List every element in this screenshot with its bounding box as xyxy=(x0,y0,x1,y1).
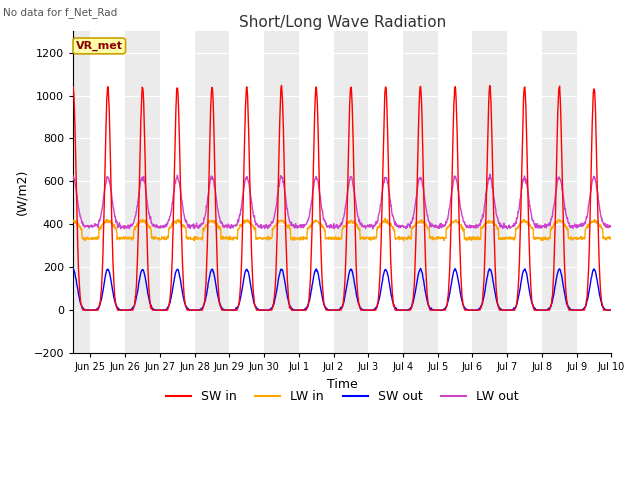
Bar xyxy=(542,31,577,353)
SW out xyxy=(601,306,609,312)
SW in xyxy=(309,194,317,200)
LW out xyxy=(601,223,609,229)
SW in xyxy=(139,85,147,91)
Bar xyxy=(368,31,403,353)
LW in xyxy=(309,221,317,227)
Line: SW in: SW in xyxy=(56,85,611,310)
LW in xyxy=(52,235,60,241)
LW out xyxy=(607,223,615,228)
LW in xyxy=(465,235,473,241)
Bar xyxy=(299,31,333,353)
LW in xyxy=(547,226,554,232)
SW in xyxy=(607,307,615,313)
LW in xyxy=(381,216,389,221)
Bar xyxy=(229,31,264,353)
Line: LW out: LW out xyxy=(56,174,611,229)
Bar xyxy=(611,31,640,353)
Bar xyxy=(90,31,125,353)
SW in xyxy=(547,305,554,311)
LW out xyxy=(319,216,327,221)
Bar xyxy=(125,31,160,353)
SW out xyxy=(547,304,554,310)
Line: LW in: LW in xyxy=(56,218,611,241)
Bar xyxy=(160,31,195,353)
SW in xyxy=(52,307,60,313)
SW in xyxy=(278,83,285,88)
Bar xyxy=(507,31,542,353)
Y-axis label: (W/m2): (W/m2) xyxy=(15,169,28,216)
SW in xyxy=(465,307,472,313)
SW in xyxy=(319,293,327,299)
LW out xyxy=(547,220,554,226)
Bar xyxy=(438,31,472,353)
LW out xyxy=(465,225,472,230)
SW out xyxy=(308,281,316,287)
LW out xyxy=(139,174,147,180)
LW in xyxy=(190,238,198,244)
SW out xyxy=(417,265,424,271)
Legend: SW in, LW in, SW out, LW out: SW in, LW in, SW out, LW out xyxy=(161,385,524,408)
Bar xyxy=(195,31,229,353)
SW out xyxy=(465,307,472,313)
SW out xyxy=(52,307,60,313)
Bar xyxy=(577,31,611,353)
LW in xyxy=(319,224,327,229)
LW out xyxy=(55,227,63,232)
SW out xyxy=(607,307,615,313)
LW in xyxy=(139,216,147,222)
SW out xyxy=(139,267,147,273)
SW out xyxy=(319,298,326,303)
Bar xyxy=(56,31,90,353)
Bar xyxy=(333,31,368,353)
X-axis label: Time: Time xyxy=(327,378,358,391)
LW out xyxy=(309,190,317,195)
Text: VR_met: VR_met xyxy=(76,41,123,51)
LW in xyxy=(607,235,615,240)
LW out xyxy=(52,223,60,228)
SW in xyxy=(601,307,609,313)
Bar xyxy=(472,31,507,353)
Line: SW out: SW out xyxy=(56,268,611,310)
Text: No data for f_Net_Rad: No data for f_Net_Rad xyxy=(3,7,118,18)
LW out xyxy=(486,171,494,177)
LW in xyxy=(601,236,609,242)
Title: Short/Long Wave Radiation: Short/Long Wave Radiation xyxy=(239,15,446,30)
Bar xyxy=(403,31,438,353)
Bar xyxy=(264,31,299,353)
